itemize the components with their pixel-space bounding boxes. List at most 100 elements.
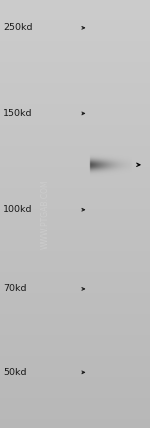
Bar xyxy=(90,278,132,280)
Bar xyxy=(90,103,132,105)
Bar xyxy=(90,250,132,253)
Bar xyxy=(90,0,132,2)
Bar xyxy=(90,411,132,413)
Bar xyxy=(90,205,132,208)
Bar xyxy=(90,107,132,109)
Bar xyxy=(90,36,132,39)
Bar xyxy=(90,259,132,261)
Bar xyxy=(90,173,132,175)
Bar xyxy=(90,79,132,81)
Bar xyxy=(90,167,132,169)
Bar xyxy=(90,417,132,419)
Bar xyxy=(90,62,132,64)
Bar xyxy=(90,398,132,400)
Bar xyxy=(90,233,132,235)
Bar xyxy=(90,255,132,257)
Bar xyxy=(90,242,132,244)
Bar xyxy=(90,282,132,285)
Bar xyxy=(90,253,132,255)
Bar xyxy=(90,90,132,92)
Bar xyxy=(90,41,132,43)
Bar xyxy=(90,47,132,49)
Bar xyxy=(90,19,132,21)
Bar xyxy=(90,276,132,278)
Bar xyxy=(90,366,132,368)
Bar xyxy=(90,238,132,240)
Bar xyxy=(90,321,132,323)
Bar xyxy=(90,146,132,148)
Bar xyxy=(90,336,132,338)
Bar xyxy=(90,160,132,163)
Bar xyxy=(90,389,132,392)
Bar xyxy=(90,272,132,274)
Bar xyxy=(90,13,132,15)
Bar xyxy=(90,270,132,272)
Text: 250kd: 250kd xyxy=(3,23,33,33)
Bar xyxy=(90,231,132,233)
Bar xyxy=(90,152,132,154)
Bar xyxy=(90,26,132,28)
Bar xyxy=(90,227,132,229)
Bar xyxy=(90,357,132,360)
Bar xyxy=(90,351,132,353)
Bar xyxy=(90,32,132,34)
Bar xyxy=(90,133,132,135)
Bar xyxy=(90,216,132,218)
Bar xyxy=(90,426,132,428)
Bar xyxy=(90,118,132,120)
Bar xyxy=(90,385,132,387)
Bar xyxy=(90,263,132,265)
Bar xyxy=(90,137,132,139)
Bar xyxy=(90,64,132,66)
Bar xyxy=(90,353,132,355)
Bar xyxy=(90,201,132,203)
Bar xyxy=(90,51,132,54)
Bar xyxy=(90,317,132,319)
Bar xyxy=(90,402,132,404)
Bar xyxy=(90,223,132,225)
Bar xyxy=(90,345,132,347)
Bar xyxy=(90,186,132,188)
Bar xyxy=(90,374,132,377)
Bar xyxy=(90,169,132,171)
Text: WWW.PTGAB.COM: WWW.PTGAB.COM xyxy=(40,179,50,249)
Bar xyxy=(90,304,132,306)
Bar xyxy=(90,360,132,362)
Bar xyxy=(90,212,132,214)
Bar xyxy=(90,165,132,167)
Bar xyxy=(90,175,132,178)
Bar xyxy=(90,312,132,315)
Bar xyxy=(90,105,132,107)
Bar xyxy=(90,92,132,94)
Bar xyxy=(90,372,132,374)
Bar xyxy=(90,190,132,193)
Bar xyxy=(90,310,132,312)
Bar xyxy=(90,56,132,58)
Bar xyxy=(90,154,132,156)
Bar xyxy=(90,332,132,334)
Bar xyxy=(90,113,132,116)
Bar xyxy=(90,370,132,372)
Bar xyxy=(90,199,132,201)
Bar xyxy=(90,240,132,242)
Bar xyxy=(90,214,132,216)
Bar xyxy=(90,116,132,118)
Bar xyxy=(90,289,132,291)
Bar xyxy=(90,28,132,30)
Bar xyxy=(90,220,132,223)
Bar xyxy=(90,261,132,263)
Bar xyxy=(90,308,132,310)
Bar xyxy=(90,362,132,364)
Bar xyxy=(90,248,132,250)
Bar xyxy=(90,302,132,304)
Bar xyxy=(90,9,132,11)
Bar xyxy=(90,94,132,96)
Bar xyxy=(90,396,132,398)
Bar xyxy=(90,355,132,357)
Bar xyxy=(90,330,132,332)
Bar xyxy=(90,364,132,366)
Bar xyxy=(90,407,132,409)
Bar xyxy=(90,135,132,137)
Bar xyxy=(90,287,132,289)
Text: 100kd: 100kd xyxy=(3,205,33,214)
